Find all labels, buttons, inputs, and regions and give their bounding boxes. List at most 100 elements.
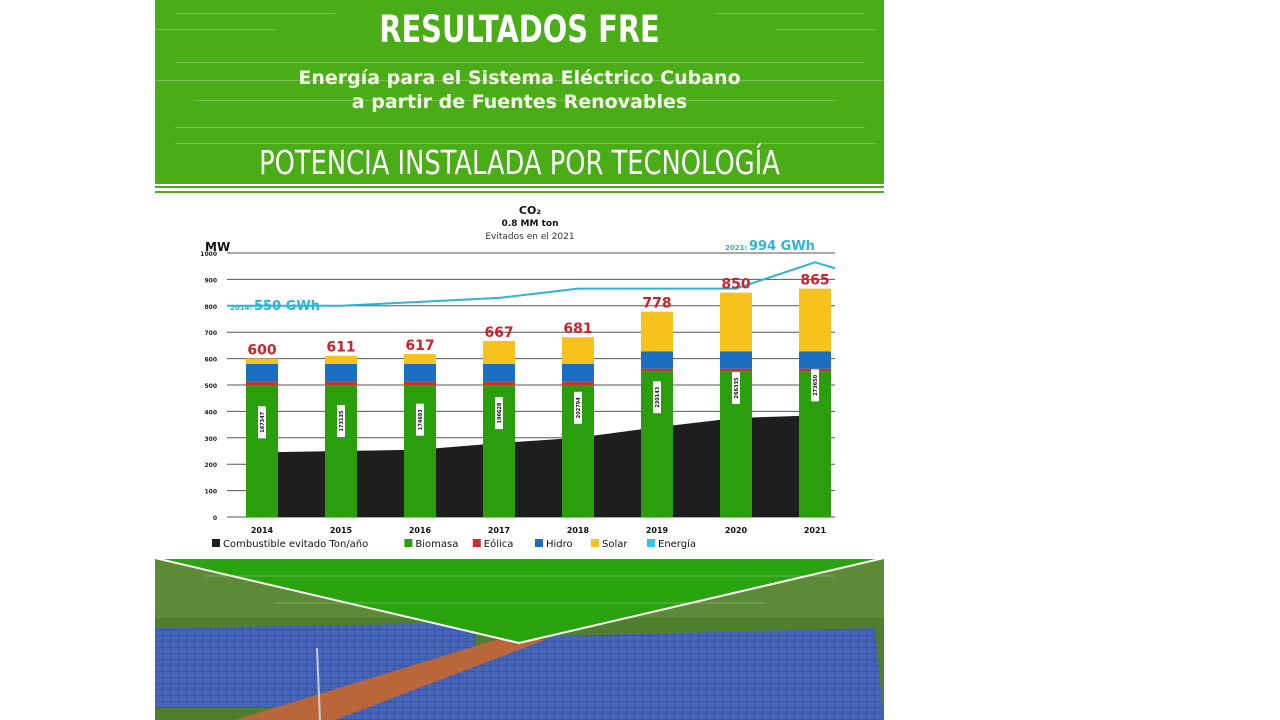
combustible-label-box: [495, 397, 503, 430]
combustible-value-label: 273650: [813, 374, 819, 395]
combustible-label-box: [811, 369, 819, 402]
bar-segment-eólica: [641, 368, 673, 372]
y-tick-label: 300: [204, 436, 217, 443]
combustible-value-label: 266335: [734, 377, 740, 398]
y-tick-label: 800: [204, 304, 217, 311]
x-tick-label: 2014: [251, 526, 274, 535]
bar-total-label: 667: [484, 325, 513, 341]
bar-segment-solar: [246, 358, 278, 364]
combustible-value-label: 202794: [576, 397, 582, 418]
stacked-bar-chart: CO₂ 0.8 MM ton Evitados en el 2021 MW 0 1…: [200, 204, 836, 550]
x-tick-label: 2018: [567, 526, 590, 535]
energy-start-prefix: 2014:: [230, 304, 252, 312]
combustible-area-shape: [262, 415, 815, 517]
bar-segment-solar: [799, 288, 831, 352]
bar-segment-eólica: [325, 381, 357, 385]
bar-segment-eólica: [404, 381, 436, 385]
divider: [155, 191, 884, 193]
co2-caption: Evitados en el 2021: [485, 232, 574, 242]
section-title: POTENCIA INSTALADA POR TECNOLOGÍA: [259, 143, 780, 182]
bar-segment-hidro: [562, 363, 594, 382]
subtitle: Energía para el Sistema Eléctrico Cubano…: [155, 66, 884, 114]
bar-segment-solar: [641, 311, 673, 352]
y-tick-label: 900: [204, 277, 217, 284]
bar-segment-hidro: [325, 363, 357, 382]
page-title: RESULTADOS FRE: [379, 8, 660, 51]
legend-label: Energía: [658, 538, 696, 550]
bar-segment-solar: [483, 340, 515, 364]
legend-label: Hidro: [546, 539, 573, 550]
co2-value: 0.8 MM ton: [501, 219, 558, 229]
bar-total-label: 778: [642, 296, 671, 312]
combustible-label-box: [416, 403, 424, 436]
combustible-area: [262, 415, 815, 517]
bar-segment-eólica: [720, 368, 752, 372]
legend-swatch: [212, 539, 220, 547]
bar-segment-hidro: [404, 363, 436, 382]
bar-total-label: 611: [326, 340, 355, 356]
bar-segment-solar: [562, 337, 594, 364]
combustible-value-label: 174693: [418, 409, 424, 430]
combustible-value-label: 196628: [497, 402, 503, 423]
combustible-label-box: [337, 405, 345, 437]
bar-segment-solar: [720, 292, 752, 352]
y-tick-label: 1000: [200, 251, 217, 258]
bar-total-label: 850: [721, 277, 750, 293]
y-tick-label: 600: [204, 357, 217, 364]
bar-segment-hidro: [799, 351, 831, 369]
x-tick-label: 2019: [646, 526, 669, 535]
bar-total-label: 865: [800, 273, 829, 289]
combustible-value-label: 230143: [655, 386, 661, 407]
value-labels: 600 2014 167347 611 2015 173135 617 2016 174693 6…: [247, 273, 829, 535]
co2-label: CO₂: [519, 204, 541, 217]
legend-label: Combustible evitado Ton/año: [223, 539, 368, 550]
bars: [246, 288, 831, 517]
legend-label: Eólica: [484, 538, 514, 550]
x-tick-label: 2017: [488, 526, 510, 535]
energia-line: [227, 261, 836, 307]
bar-segment-solar: [325, 355, 357, 364]
combustible-label-box: [574, 391, 582, 424]
bar-segment-hidro: [246, 363, 278, 382]
legend-swatch: [647, 539, 655, 547]
bar-total-label: 617: [405, 338, 434, 354]
legend-swatch: [591, 539, 599, 547]
y-axis-label: MW: [205, 240, 230, 254]
solar-farm-photo: [155, 558, 884, 720]
x-tick-label: 2016: [409, 526, 432, 535]
y-tick-label: 100: [204, 489, 217, 496]
combustible-label-box: [258, 406, 266, 439]
bar-total-label: 600: [247, 343, 276, 359]
subtitle-line-2: a partir de Fuentes Renovables: [351, 91, 688, 113]
bar-segment-eólica: [483, 381, 515, 385]
y-tick-label: 200: [204, 462, 217, 469]
y-tick-label: 400: [204, 409, 217, 416]
bar-segment-hidro: [641, 351, 673, 369]
legend-swatch: [404, 539, 413, 547]
energia-line-path: [227, 261, 836, 307]
legend: Combustible evitado Ton/año Biomasa Eólica…: [212, 538, 696, 550]
subtitle-line-1: Energía para el Sistema Eléctrico Cubano: [298, 67, 741, 89]
bar-segment-hidro: [720, 351, 752, 369]
bar-total-label: 681: [563, 321, 592, 337]
legend-swatch: [472, 539, 481, 547]
energy-end-value: 994 GWh: [749, 239, 815, 254]
bar-segment-solar: [404, 354, 436, 364]
bar-segment-eólica: [246, 381, 278, 385]
legend-label: Biomasa: [415, 539, 458, 550]
bar-segment-hidro: [483, 363, 515, 382]
combustible-label-box: [732, 372, 740, 404]
y-tick-label: 500: [204, 383, 217, 390]
bar-segment-biomasa: [325, 385, 357, 517]
divider: [155, 186, 884, 188]
legend-swatch: [535, 539, 543, 547]
combustible-label-box: [653, 381, 661, 414]
y-tick-label: 0: [213, 515, 217, 522]
infographic: RESULTADOS FRE Energía para el Sistema E…: [155, 0, 884, 720]
y-tick-label: 700: [204, 330, 217, 337]
combustible-value-label: 167347: [260, 411, 266, 432]
legend-label: Solar: [602, 539, 628, 550]
energy-start-value: 550 GWh: [254, 299, 320, 314]
header-banner: RESULTADOS FRE Energía para el Sistema E…: [155, 0, 884, 184]
x-tick-label: 2015: [330, 526, 353, 535]
